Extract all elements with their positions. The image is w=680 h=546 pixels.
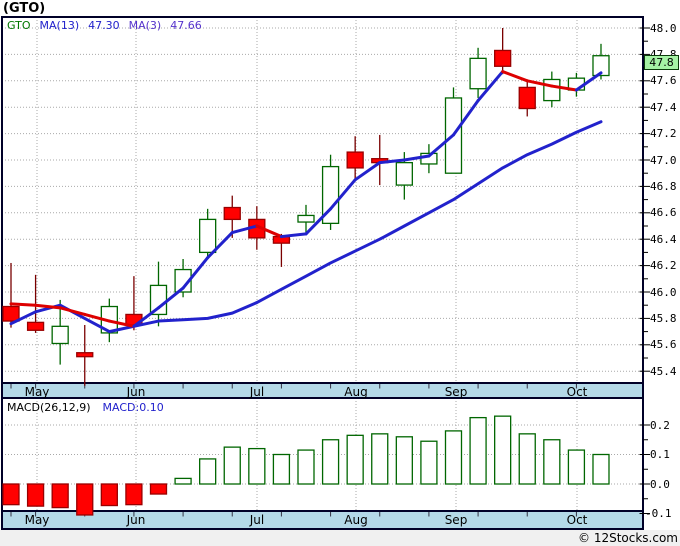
macd-legend: MACD(26,12,9) MACD:0.10	[7, 401, 164, 414]
last-price-tag: 47.8	[644, 55, 679, 70]
legend-ma13-value: 47.30	[88, 19, 120, 32]
page-title: (GTO)	[3, 1, 46, 16]
legend-ma13-label: MA(13)	[39, 19, 80, 32]
chart-legend: GTO MA(13) 47.30 MA(3) 47.66	[7, 19, 202, 32]
bottom-margin	[0, 530, 680, 546]
legend-ma3-value: 47.66	[170, 19, 202, 32]
copyright-link[interactable]: © 12Stocks.com	[578, 531, 678, 545]
macd-value-label: MACD:0.10	[102, 401, 164, 414]
macd-params-label: MACD(26,12,9)	[7, 401, 91, 414]
legend-symbol: GTO	[7, 19, 31, 32]
legend-ma3-label: MA(3)	[128, 19, 162, 32]
